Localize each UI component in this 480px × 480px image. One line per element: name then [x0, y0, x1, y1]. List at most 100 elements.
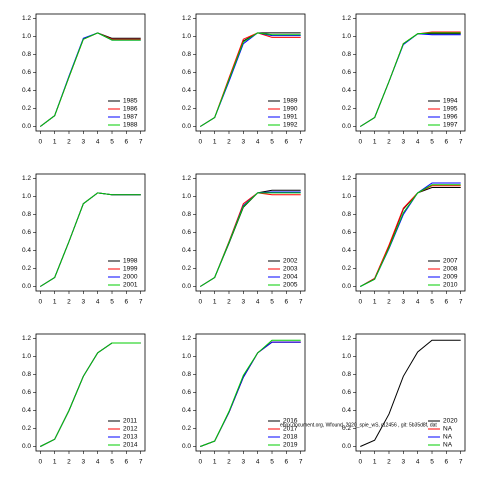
- x-tick-label: 3: [242, 299, 246, 306]
- legend-label: 2004: [283, 274, 298, 281]
- x-tick-label: 4: [256, 459, 260, 466]
- watermark: ebox.document.org, Wfound_2020_spie_wS, …: [280, 422, 437, 428]
- y-tick-label: 0.6: [342, 69, 351, 76]
- legend-label: 1994: [443, 98, 458, 105]
- x-tick-label: 0: [358, 299, 362, 306]
- y-tick-label: 1.2: [342, 175, 351, 182]
- legend-label: 1987: [123, 114, 138, 121]
- x-tick-label: 3: [82, 299, 86, 306]
- series-line: [40, 342, 141, 447]
- legend-label: 1998: [123, 258, 138, 265]
- legend-label: 2011: [123, 418, 137, 425]
- y-tick-label: 0.4: [182, 407, 191, 414]
- x-tick-label: 7: [459, 139, 463, 146]
- x-tick-label: 7: [139, 299, 143, 306]
- legend-label: 1999: [123, 266, 138, 273]
- x-tick-label: 5: [430, 139, 434, 146]
- y-tick-label: 0.8: [182, 51, 191, 58]
- legend-label: 1988: [123, 122, 138, 129]
- x-tick-label: 6: [285, 139, 289, 146]
- legend-label: 2012: [123, 426, 138, 433]
- x-tick-label: 4: [416, 459, 420, 466]
- x-tick-label: 0: [198, 139, 202, 146]
- y-tick-label: 0.0: [182, 283, 191, 290]
- y-tick-label: 1.2: [342, 335, 351, 342]
- y-tick-label: 0.0: [22, 283, 31, 290]
- x-tick-label: 0: [198, 299, 202, 306]
- y-tick-label: 0.4: [342, 247, 351, 254]
- y-tick-label: 0.4: [22, 247, 31, 254]
- y-tick-label: 0.2: [342, 105, 351, 112]
- x-tick-label: 4: [256, 299, 260, 306]
- series-line: [200, 192, 301, 287]
- y-tick-label: 0.2: [22, 425, 31, 432]
- y-tick-label: 0.0: [342, 283, 351, 290]
- x-tick-label: 4: [96, 459, 100, 466]
- x-tick-label: 1: [213, 299, 217, 306]
- x-tick-label: 6: [125, 459, 129, 466]
- legend-label: 2000: [123, 274, 138, 281]
- x-tick-label: 6: [445, 139, 449, 146]
- y-tick-label: 0.0: [342, 123, 351, 130]
- x-tick-label: 7: [299, 139, 303, 146]
- x-tick-label: 7: [299, 459, 303, 466]
- y-tick-label: 1.0: [22, 193, 31, 200]
- x-tick-label: 4: [96, 299, 100, 306]
- legend-label: 2016: [283, 418, 298, 425]
- y-tick-label: 1.0: [22, 353, 31, 360]
- series-line: [200, 32, 301, 127]
- y-tick-label: 0.0: [182, 443, 191, 450]
- x-tick-label: 6: [285, 459, 289, 466]
- x-tick-label: 0: [38, 299, 42, 306]
- legend-label: 2013: [123, 434, 138, 441]
- x-tick-label: 0: [38, 459, 42, 466]
- y-tick-label: 0.8: [342, 371, 351, 378]
- x-tick-label: 6: [125, 299, 129, 306]
- y-tick-label: 0.0: [342, 443, 351, 450]
- y-tick-label: 1.2: [342, 15, 351, 22]
- x-tick-label: 7: [299, 299, 303, 306]
- y-tick-label: 0.0: [182, 123, 191, 130]
- y-tick-label: 0.2: [182, 105, 191, 112]
- y-tick-label: 0.2: [22, 265, 31, 272]
- y-tick-label: 0.2: [182, 265, 191, 272]
- x-tick-label: 2: [387, 139, 391, 146]
- legend-label: 1986: [123, 106, 138, 113]
- y-tick-label: 0.6: [342, 389, 351, 396]
- y-tick-label: 0.0: [22, 443, 31, 450]
- x-tick-label: 5: [430, 299, 434, 306]
- y-tick-label: 0.8: [342, 211, 351, 218]
- legend-label: 2019: [283, 442, 298, 449]
- x-tick-label: 5: [270, 299, 274, 306]
- series-line: [360, 32, 461, 127]
- legend-label: 1991: [283, 114, 298, 121]
- y-tick-label: 0.4: [22, 87, 31, 94]
- legend-label: 1985: [123, 98, 138, 105]
- x-tick-label: 1: [373, 139, 377, 146]
- x-tick-label: 7: [139, 459, 143, 466]
- y-tick-label: 1.2: [22, 335, 31, 342]
- x-tick-label: 0: [38, 139, 42, 146]
- x-tick-label: 2: [227, 139, 231, 146]
- x-tick-label: 3: [402, 299, 406, 306]
- x-tick-label: 3: [242, 139, 246, 146]
- legend-label: 1989: [283, 98, 298, 105]
- y-tick-label: 0.6: [22, 389, 31, 396]
- x-tick-label: 3: [402, 139, 406, 146]
- x-tick-label: 5: [270, 459, 274, 466]
- x-tick-label: 5: [270, 139, 274, 146]
- y-tick-label: 0.4: [342, 87, 351, 94]
- legend-label: NA: [443, 442, 453, 449]
- y-tick-label: 1.2: [182, 15, 191, 22]
- legend-label: 1990: [283, 106, 298, 113]
- x-tick-label: 6: [445, 299, 449, 306]
- series-line: [40, 192, 141, 287]
- legend-label: 1995: [443, 106, 458, 113]
- y-tick-label: 0.8: [22, 51, 31, 58]
- y-tick-label: 1.0: [182, 353, 191, 360]
- y-tick-label: 0.4: [22, 407, 31, 414]
- series-line: [39, 32, 141, 127]
- x-tick-label: 3: [82, 139, 86, 146]
- legend-label: NA: [443, 426, 453, 433]
